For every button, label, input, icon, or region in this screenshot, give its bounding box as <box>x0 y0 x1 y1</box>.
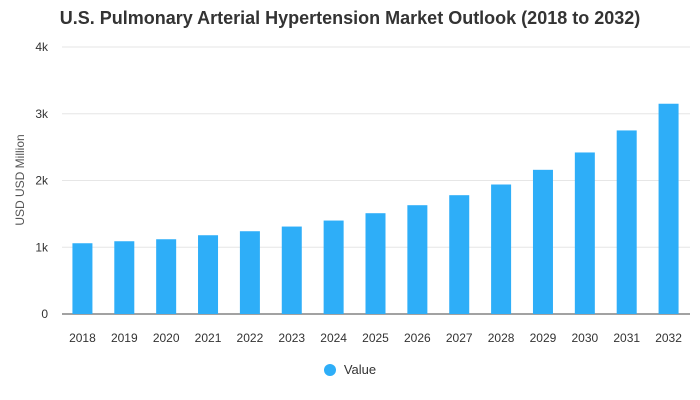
x-tick-label: 2027 <box>446 331 473 345</box>
bar <box>574 152 595 314</box>
bar <box>114 241 135 314</box>
x-tick-label: 2019 <box>111 331 138 345</box>
bar <box>239 231 260 314</box>
legend-marker-icon <box>323 363 336 376</box>
legend[interactable]: Value <box>0 362 700 377</box>
y-tick-label: 2k <box>35 174 49 188</box>
y-tick-label: 0 <box>41 307 48 321</box>
x-tick-label: 2029 <box>530 331 557 345</box>
bar <box>532 169 553 314</box>
x-tick-label: 2032 <box>655 331 682 345</box>
y-tick-label: 4k <box>35 40 49 54</box>
x-tick-label: 2024 <box>320 331 347 345</box>
legend-label: Value <box>343 362 377 377</box>
x-tick-label: 2028 <box>488 331 515 345</box>
bar <box>407 205 428 314</box>
bar <box>198 235 219 314</box>
y-tick-label: 3k <box>35 107 49 121</box>
bar <box>491 184 512 314</box>
bar <box>323 220 344 314</box>
x-tick-label: 2020 <box>153 331 180 345</box>
x-tick-label: 2018 <box>69 331 96 345</box>
bar <box>616 130 637 314</box>
x-tick-label: 2025 <box>362 331 389 345</box>
chart-title: U.S. Pulmonary Arterial Hypertension Mar… <box>59 8 641 28</box>
x-tick-label: 2022 <box>237 331 264 345</box>
x-tick-label: 2023 <box>278 331 305 345</box>
y-tick-label: 1k <box>35 240 49 254</box>
bar <box>365 213 386 314</box>
bar <box>72 243 93 314</box>
x-tick-label: 2026 <box>404 331 431 345</box>
bar <box>449 195 470 314</box>
bar <box>156 239 177 314</box>
x-tick-label: 2021 <box>195 331 222 345</box>
bar <box>658 103 679 314</box>
x-tick-label: 2031 <box>613 331 640 345</box>
x-tick-label: 2030 <box>571 331 598 345</box>
bar <box>281 226 302 314</box>
